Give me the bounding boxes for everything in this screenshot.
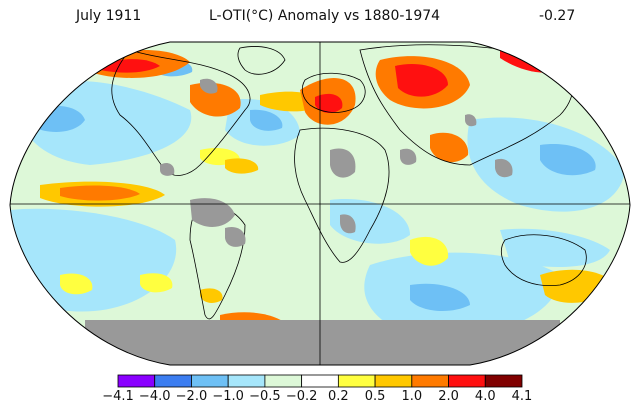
anomaly-region [60,273,93,295]
color-legend [117,374,523,388]
south-america-coast [189,203,246,320]
anomaly-region [430,132,469,163]
legend-swatch [264,374,303,388]
no-data-region [340,214,356,234]
map-date: July 1911 [76,8,142,24]
no-data-region [190,198,235,227]
anomaly-region [250,109,283,131]
anomaly-region [10,208,177,312]
legend-swatch [154,374,192,388]
anomaly-region [410,283,470,312]
anomaly-region [100,59,160,73]
anomaly-region [140,273,173,293]
no-data-region [465,114,477,127]
anomaly-region [410,236,449,266]
anomaly-region [200,288,223,303]
legend-swatch [374,374,413,388]
legend-swatch [448,374,486,388]
greenland-coast [237,46,286,75]
anomaly-region [540,144,596,176]
anomaly-region [190,82,241,117]
anomaly-region [315,93,343,114]
anomaly-region [395,64,448,97]
europe-coast [301,72,366,113]
australia-coast [500,234,587,286]
legend-swatch [337,374,376,388]
legend-swatch [227,374,266,388]
no-data-region [160,163,175,176]
anomaly-region [60,185,140,201]
no-data-region [200,78,218,94]
legend-swatch [484,374,523,388]
no-data-region [495,158,513,178]
no-data-region [225,226,246,247]
anomaly-field [10,42,630,365]
global-mean-anomaly: -0.27 [539,8,576,24]
no-data-region [85,320,560,365]
map-title: L-OTI(°C) Anomaly vs 1880-1974 [209,8,441,24]
legend-swatch [191,374,229,388]
anomaly-region [500,228,610,267]
anomaly-region [80,42,135,56]
anomaly-region [225,158,259,174]
africa-coast [294,127,390,263]
no-data-region [400,148,417,165]
no-data-region [330,148,356,178]
legend-swatch [301,374,339,388]
no-data-regions [85,78,560,365]
legend-swatch [117,374,156,388]
north-america-coast [111,49,251,176]
legend-swatch [411,374,449,388]
